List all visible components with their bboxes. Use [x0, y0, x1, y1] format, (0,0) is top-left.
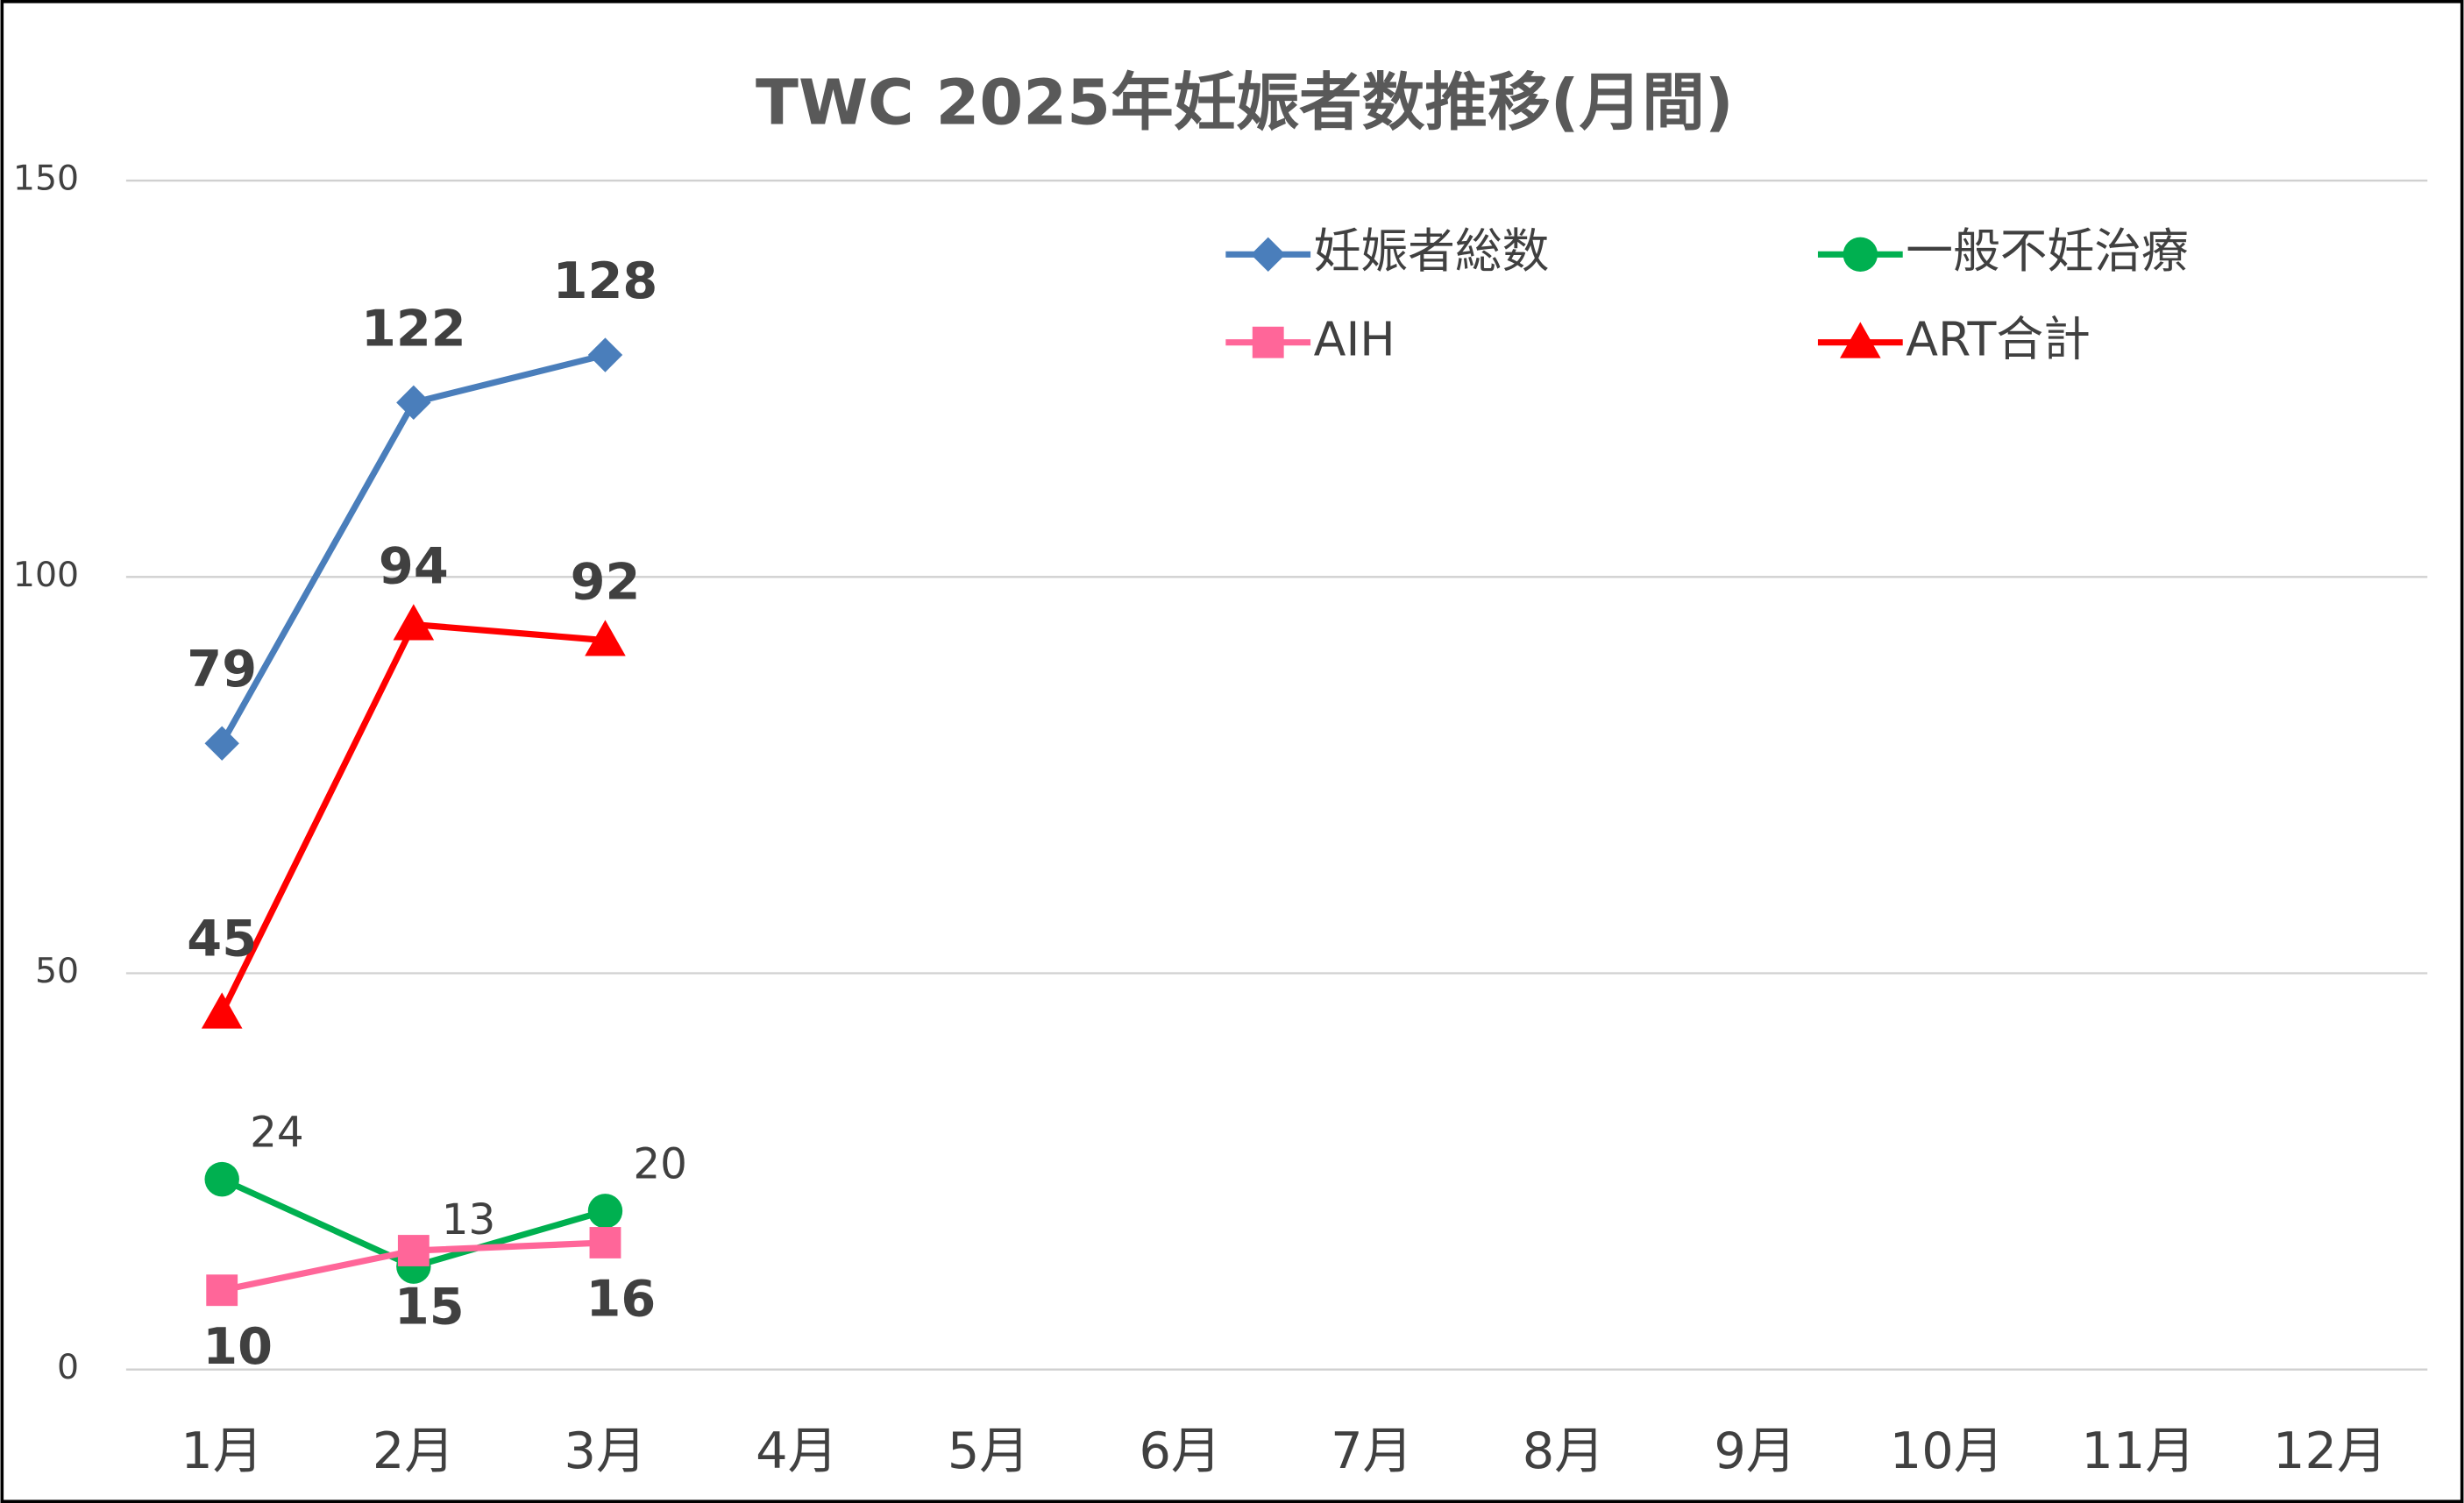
- chart-title: TWC 2025年妊娠者数推移(月間): [756, 65, 1734, 138]
- x-tick-label: 10月: [1890, 1421, 2004, 1480]
- legend-label: AIH: [1314, 311, 1395, 366]
- data-label: 15: [394, 1278, 465, 1336]
- x-tick-label: 3月: [565, 1421, 647, 1480]
- x-tick-label: 12月: [2273, 1421, 2387, 1480]
- x-tick-label: 9月: [1714, 1421, 1796, 1480]
- data-label: 20: [633, 1140, 687, 1189]
- data-label: 16: [586, 1270, 656, 1329]
- data-point: [393, 604, 435, 641]
- x-tick-label: 8月: [1523, 1421, 1605, 1480]
- data-point: [396, 385, 431, 421]
- legend-marker: [1251, 237, 1286, 273]
- y-tick-label: 100: [13, 555, 79, 595]
- x-tick-label: 7月: [1331, 1421, 1413, 1480]
- x-tick-label: 5月: [948, 1421, 1030, 1480]
- legend-marker: [1843, 237, 1878, 273]
- y-tick-label: 50: [35, 951, 79, 991]
- data-label: 10: [202, 1317, 273, 1376]
- data-point: [589, 1227, 621, 1258]
- y-tick-label: 150: [13, 159, 79, 199]
- data-label: 24: [250, 1108, 304, 1157]
- data-label: 128: [553, 252, 658, 310]
- x-tick-label: 11月: [2081, 1421, 2195, 1480]
- data-point: [204, 1161, 239, 1197]
- data-label: 94: [379, 536, 449, 595]
- x-tick-label: 1月: [181, 1421, 263, 1480]
- legend-marker: [1252, 326, 1284, 358]
- legend-label: 一般不妊治療: [1906, 223, 2189, 279]
- data-point: [206, 1274, 238, 1307]
- y-tick-label: 0: [57, 1347, 79, 1387]
- legend-label: ART合計: [1906, 311, 2091, 366]
- legend-label: 妊娠者総数: [1314, 223, 1550, 279]
- data-label: 122: [361, 299, 466, 358]
- x-tick-label: 6月: [1139, 1421, 1221, 1480]
- x-tick-label: 4月: [756, 1421, 838, 1480]
- data-label: 45: [187, 910, 257, 968]
- data-point: [201, 992, 243, 1029]
- data-point: [587, 337, 623, 372]
- data-point: [204, 726, 239, 761]
- x-tick-label: 2月: [373, 1421, 455, 1480]
- data-label: 79: [187, 640, 257, 698]
- data-point: [585, 620, 626, 656]
- data-label: 92: [571, 553, 641, 612]
- legend-marker: [1840, 322, 1881, 358]
- data-point: [587, 1194, 623, 1229]
- data-label: 13: [442, 1195, 496, 1244]
- data-point: [397, 1235, 430, 1266]
